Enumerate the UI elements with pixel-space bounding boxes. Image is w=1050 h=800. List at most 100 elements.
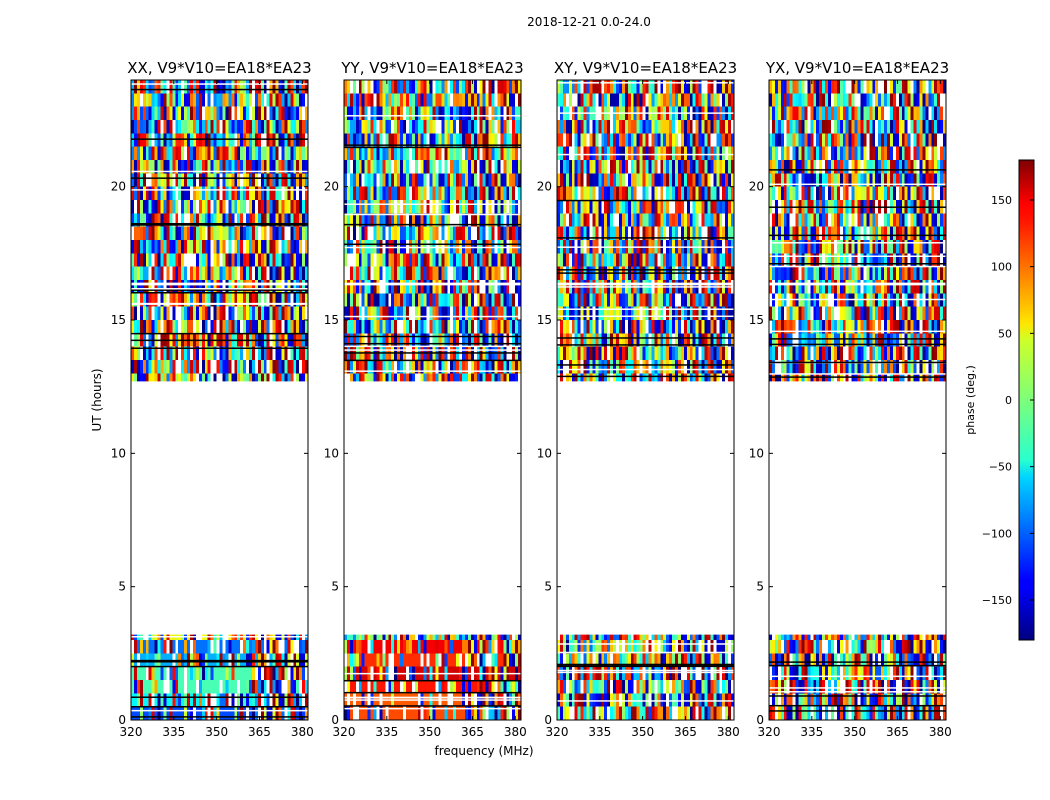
flag-stripe [769, 234, 946, 237]
x-tick-label: 350 [418, 725, 441, 739]
colorbar-tick-label: −150 [982, 594, 1012, 607]
flag-stripe [557, 246, 734, 248]
phase-image [557, 80, 734, 720]
y-tick-label: 5 [331, 580, 339, 594]
colorbar-tick-label: 50 [998, 327, 1012, 340]
x-tick-label: 335 [588, 725, 611, 739]
phase-image [769, 80, 946, 720]
flag-stripe [131, 659, 308, 662]
flag-stripe [557, 671, 734, 674]
flag-stripe [131, 88, 308, 91]
flag-stripe [131, 705, 308, 708]
y-tick-label: 5 [118, 580, 126, 594]
flag-stripe [131, 716, 308, 718]
flag-stripe [769, 376, 946, 378]
x-tick-label: 380 [504, 725, 527, 739]
x-tick-label: 365 [674, 725, 697, 739]
panel-1: XX, V9*V10=EA18*EA23 320 335 350 365 380 0 5 10 1… [111, 59, 314, 739]
flag-stripe [769, 661, 946, 663]
flag-stripe [769, 687, 946, 689]
flag-stripe [131, 661, 308, 663]
flag-stripe [131, 339, 308, 342]
x-axis-label: frequency (MHz) [434, 744, 533, 758]
colorbar-tick-label: −50 [989, 461, 1012, 474]
colorbar: 150 100 50 0 −50 −100 −150 phase (deg.) [964, 159, 1035, 641]
flag-stripe [131, 292, 308, 294]
x-tick-label: 320 [120, 725, 143, 739]
y-tick-label: 0 [118, 713, 126, 727]
y-tick-label: 10 [537, 446, 552, 460]
x-tick-label: 380 [291, 725, 314, 739]
flag-stripe [131, 189, 308, 191]
flag-stripe [769, 263, 946, 265]
x-tick-label: 365 [461, 725, 484, 739]
flag-stripe [769, 704, 946, 707]
flag-stripe [769, 695, 946, 697]
flag-stripe [131, 138, 308, 140]
flag-stripe [131, 332, 308, 335]
flag-stripe [557, 272, 734, 274]
flag-stripe [344, 223, 521, 226]
flag-stripe [344, 705, 521, 707]
flag-stripe [131, 224, 308, 226]
x-tick-label: 320 [758, 725, 781, 739]
flag-stripe [131, 289, 308, 291]
flag-stripe [557, 663, 734, 666]
panel-frame [768, 79, 947, 721]
flag-stripe [557, 269, 734, 271]
panel-3: XY, V9*V10=EA18*EA23 320 335 350 365 380 0 5 10 1… [537, 59, 740, 739]
flag-stripe [131, 696, 308, 698]
x-tick-label: 335 [375, 725, 398, 739]
flag-stripe [557, 199, 734, 202]
flag-stripe [769, 361, 946, 364]
y-tick-label: 20 [324, 180, 339, 194]
x-tick-label: 335 [800, 725, 823, 739]
flag-stripe [557, 651, 734, 654]
panel-4: YX, V9*V10=EA18*EA23 320 335 350 365 380 0 5 10 1… [749, 59, 952, 739]
flag-stripe [344, 359, 521, 362]
flag-stripe [131, 288, 308, 290]
y-tick-label: 10 [324, 446, 339, 460]
flag-stripe [344, 243, 521, 246]
colorbar-tick-label: 0 [1005, 394, 1012, 407]
y-axis-label: UT (hours) [90, 368, 104, 431]
flag-stripe [344, 345, 521, 348]
phase-image [131, 80, 308, 720]
y-tick-label: 15 [749, 313, 764, 327]
flag-stripe [769, 373, 946, 375]
flag-stripe [557, 337, 734, 339]
flag-stripe [769, 255, 946, 258]
flag-stripe [131, 665, 308, 668]
panel-frame [556, 79, 735, 721]
flag-stripe [557, 344, 734, 346]
x-tick-label: 365 [248, 725, 271, 739]
panel-title: YX, V9*V10=EA18*EA23 [765, 59, 949, 77]
panel-frame [130, 79, 309, 721]
flag-stripe [557, 237, 734, 239]
flag-stripe [344, 679, 521, 682]
flag-stripe [344, 335, 521, 338]
colorbar-tick-label: −100 [982, 527, 1012, 540]
flag-stripe [131, 83, 308, 85]
flag-stripe [131, 347, 308, 349]
flag-stripe [557, 665, 734, 667]
flag-stripe [344, 696, 521, 699]
flag-stripe [131, 170, 308, 173]
x-tick-label: 320 [333, 725, 356, 739]
flag-stripe [769, 664, 946, 667]
flag-stripe [344, 315, 521, 318]
flag-stripe [557, 153, 734, 156]
flag-stripe [769, 242, 946, 244]
x-tick-label: 380 [717, 725, 740, 739]
flag-stripe [769, 169, 946, 171]
flag-stripe [344, 352, 521, 354]
y-tick-label: 15 [324, 313, 339, 327]
flag-stripe [344, 707, 521, 710]
y-tick-label: 15 [111, 313, 126, 327]
flag-stripe [131, 636, 308, 638]
flag-stripe [769, 183, 946, 186]
flag-stripe [557, 368, 734, 371]
flag-stripe [344, 699, 521, 701]
flag-stripe [131, 177, 308, 179]
flag-stripe [557, 82, 734, 84]
